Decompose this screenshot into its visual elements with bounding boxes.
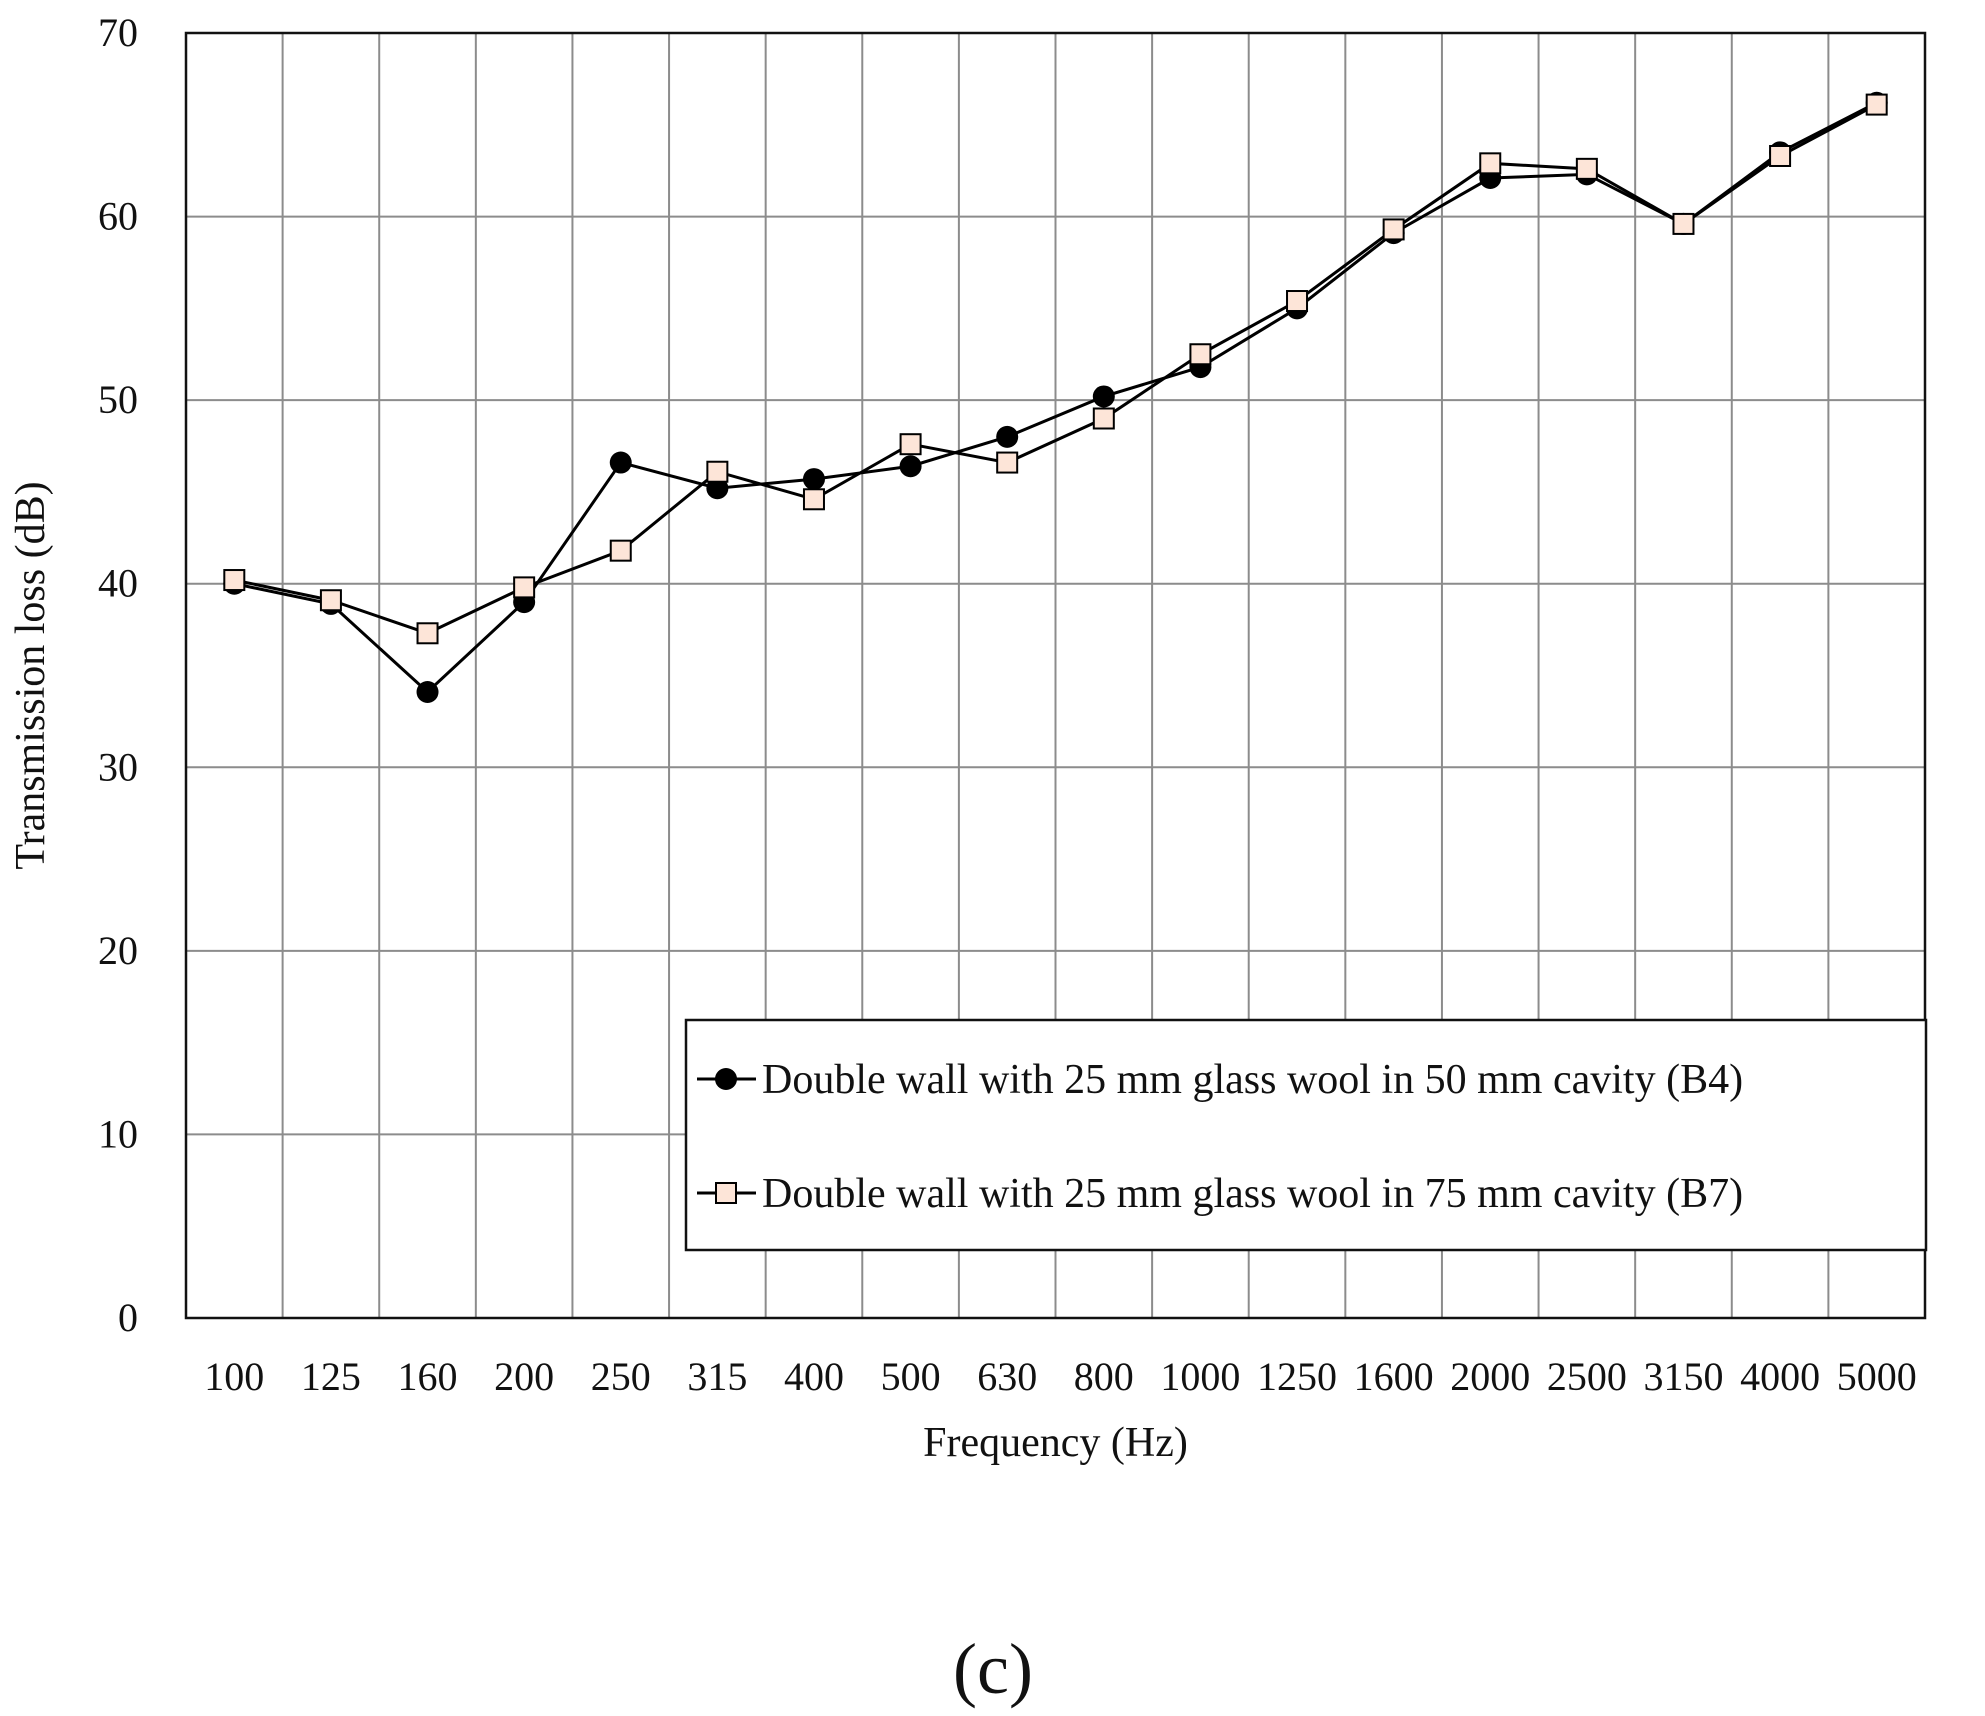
legend-box xyxy=(684,1018,1928,1252)
data-point-b7 xyxy=(1672,212,1695,235)
data-point-b7 xyxy=(1865,93,1888,116)
y-axis-title: Transmission loss (dB) xyxy=(8,481,54,869)
data-point-b4 xyxy=(802,468,825,491)
data-point-b7 xyxy=(706,460,729,483)
data-point-b7 xyxy=(899,433,922,456)
x-tick-label: 5000 xyxy=(1837,1354,1917,1399)
x-tick-label: 400 xyxy=(784,1354,844,1399)
figure-caption: (c) xyxy=(953,1629,1033,1709)
data-point-b7 xyxy=(1092,407,1115,430)
data-point-b4 xyxy=(1092,385,1115,408)
y-axis-ticks: 0 10 20 30 40 50 60 70 xyxy=(98,10,138,1340)
data-point-b4 xyxy=(416,681,439,704)
x-tick-label: 3150 xyxy=(1643,1354,1723,1399)
y-tick-label: 50 xyxy=(98,377,138,422)
y-tick-label: 0 xyxy=(118,1295,138,1340)
y-tick-label: 60 xyxy=(98,194,138,239)
legend-marker-b4 xyxy=(715,1068,737,1090)
x-tick-label: 800 xyxy=(1074,1354,1134,1399)
data-point-b7 xyxy=(1575,157,1598,180)
x-tick-label: 500 xyxy=(881,1354,941,1399)
data-point-b4 xyxy=(996,425,1019,448)
data-point-b7 xyxy=(1382,218,1405,241)
data-point-b4 xyxy=(609,451,632,474)
plot-area xyxy=(184,31,1927,1320)
data-point-b7 xyxy=(319,589,342,612)
data-point-b7 xyxy=(223,569,246,592)
x-tick-label: 100 xyxy=(204,1354,264,1399)
x-tick-label: 1250 xyxy=(1257,1354,1337,1399)
series-b7 xyxy=(233,103,1878,635)
series-layer xyxy=(223,91,1888,704)
x-axis-title: Frequency (Hz) xyxy=(923,1420,1188,1466)
legend: Double wall with 25 mm glass wool in 50 … xyxy=(684,1018,1928,1252)
data-point-b7 xyxy=(996,451,1019,474)
data-point-b7 xyxy=(1286,290,1309,313)
data-point-b7 xyxy=(1479,152,1502,175)
series-markers-b7 xyxy=(223,93,1888,645)
y-tick-label: 30 xyxy=(98,744,138,789)
legend-label-b7: Double wall with 25 mm glass wool in 75 … xyxy=(762,1171,1743,1217)
series-b4 xyxy=(233,101,1878,695)
y-tick-label: 70 xyxy=(98,10,138,55)
data-point-b7 xyxy=(1769,144,1792,167)
x-tick-label: 315 xyxy=(687,1354,747,1399)
series-line xyxy=(233,101,1878,695)
y-tick-label: 40 xyxy=(98,561,138,606)
data-point-b7 xyxy=(1189,343,1212,366)
data-point-b4 xyxy=(899,455,922,478)
x-tick-label: 630 xyxy=(977,1354,1037,1399)
legend-label-b4: Double wall with 25 mm glass wool in 50 … xyxy=(762,1057,1743,1103)
series-line xyxy=(233,103,1878,635)
data-point-b7 xyxy=(802,488,825,511)
x-tick-label: 4000 xyxy=(1740,1354,1820,1399)
data-point-b7 xyxy=(609,539,632,562)
y-tick-label: 10 xyxy=(98,1111,138,1156)
data-point-b4 xyxy=(706,477,729,500)
legend-marker-b7 xyxy=(715,1182,737,1204)
data-point-b7 xyxy=(416,622,439,645)
data-point-b7 xyxy=(513,576,536,599)
x-tick-label: 160 xyxy=(398,1354,458,1399)
x-tick-label: 1000 xyxy=(1160,1354,1240,1399)
x-tick-label: 2500 xyxy=(1547,1354,1627,1399)
x-tick-label: 1600 xyxy=(1354,1354,1434,1399)
y-tick-label: 20 xyxy=(98,928,138,973)
x-tick-label: 200 xyxy=(494,1354,554,1399)
x-tick-label: 125 xyxy=(301,1354,361,1399)
x-tick-label: 250 xyxy=(591,1354,651,1399)
x-axis-ticks: 100 125 160 200 250 315 400 500 630 800 1000 1250 16… xyxy=(204,1354,1916,1399)
x-tick-label: 2000 xyxy=(1450,1354,1530,1399)
